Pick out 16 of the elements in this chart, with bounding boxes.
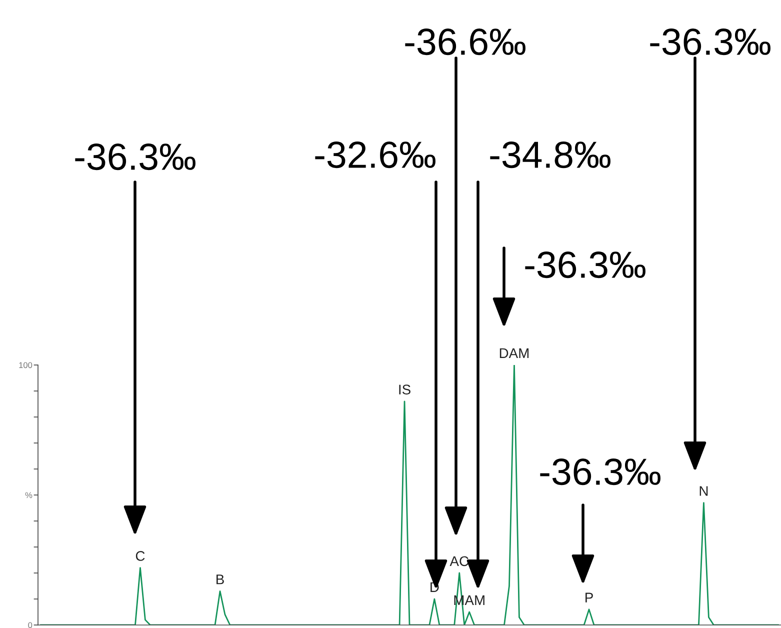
annotation: IS — [399, 384, 410, 394]
annotation: N — [700, 486, 708, 496]
annotation: P — [586, 592, 593, 602]
y-tick-label: 100 — [19, 362, 32, 368]
text: -32.6‰ — [315, 142, 436, 168]
annotation: DAM — [500, 348, 529, 358]
annotation: C — [136, 551, 145, 561]
annotation: -36.3‰ — [540, 458, 660, 486]
text: -36.3‰ — [525, 252, 646, 278]
text: -34.8‰ — [490, 142, 610, 168]
y-tick-label: 0 — [28, 622, 32, 628]
text: -36.6‰ — [405, 28, 526, 56]
text: -36.3‰ — [650, 28, 770, 56]
text: -36.3‰ — [75, 144, 196, 170]
annotation: B — [216, 574, 224, 584]
y-tick-label: % — [25, 492, 32, 498]
